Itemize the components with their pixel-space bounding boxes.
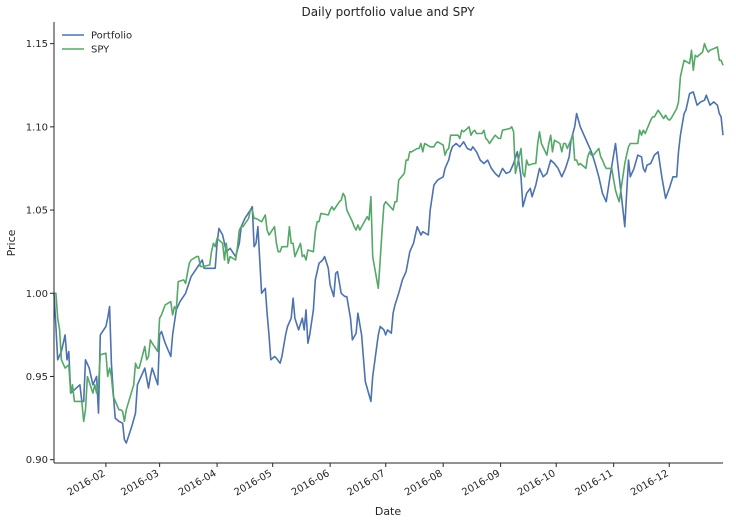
legend-label-portfolio: Portfolio	[91, 31, 132, 42]
series-line-portfolio	[53, 91, 724, 444]
x-tick-label: 2016-04	[177, 468, 219, 498]
y-tick-label: 0.95	[26, 372, 48, 383]
y-axis-label: Price	[5, 229, 18, 256]
x-tick-label: 2016-08	[403, 468, 445, 498]
y-tick-label: 1.10	[26, 122, 48, 133]
y-tick-label: 1.15	[26, 39, 48, 50]
x-axis-label: Date	[375, 505, 402, 518]
x-tick-label: 2016-02	[66, 468, 108, 498]
x-tick-label: 2016-09	[460, 468, 502, 498]
plot-lines	[53, 42, 724, 444]
x-tick-label: 2016-03	[119, 468, 161, 498]
x-tick-label: 2016-05	[232, 468, 274, 498]
x-tick-label: 2016-06	[290, 468, 332, 498]
x-tick-label: 2016-12	[629, 468, 671, 498]
x-ticks: 2016-02 2016-03 2016-04 2016-05 2016-06 2016-…	[66, 463, 671, 498]
series-line-spy	[54, 42, 724, 423]
x-tick-label: 2016-07	[346, 468, 388, 498]
legend: Portfolio SPY	[62, 31, 132, 56]
chart-title: Daily portfolio value and SPY	[301, 5, 475, 19]
y-tick-label: 1.00	[26, 289, 48, 300]
y-tick-label: 0.90	[26, 455, 48, 466]
x-tick-label: 2016-11	[573, 468, 615, 498]
x-tick-label: 2016-10	[516, 468, 558, 498]
y-tick-label: 1.05	[26, 206, 48, 217]
y-ticks: 0.90 0.95 1.00 1.05 1.10 1.15	[26, 39, 54, 466]
legend-label-spy: SPY	[91, 45, 110, 56]
